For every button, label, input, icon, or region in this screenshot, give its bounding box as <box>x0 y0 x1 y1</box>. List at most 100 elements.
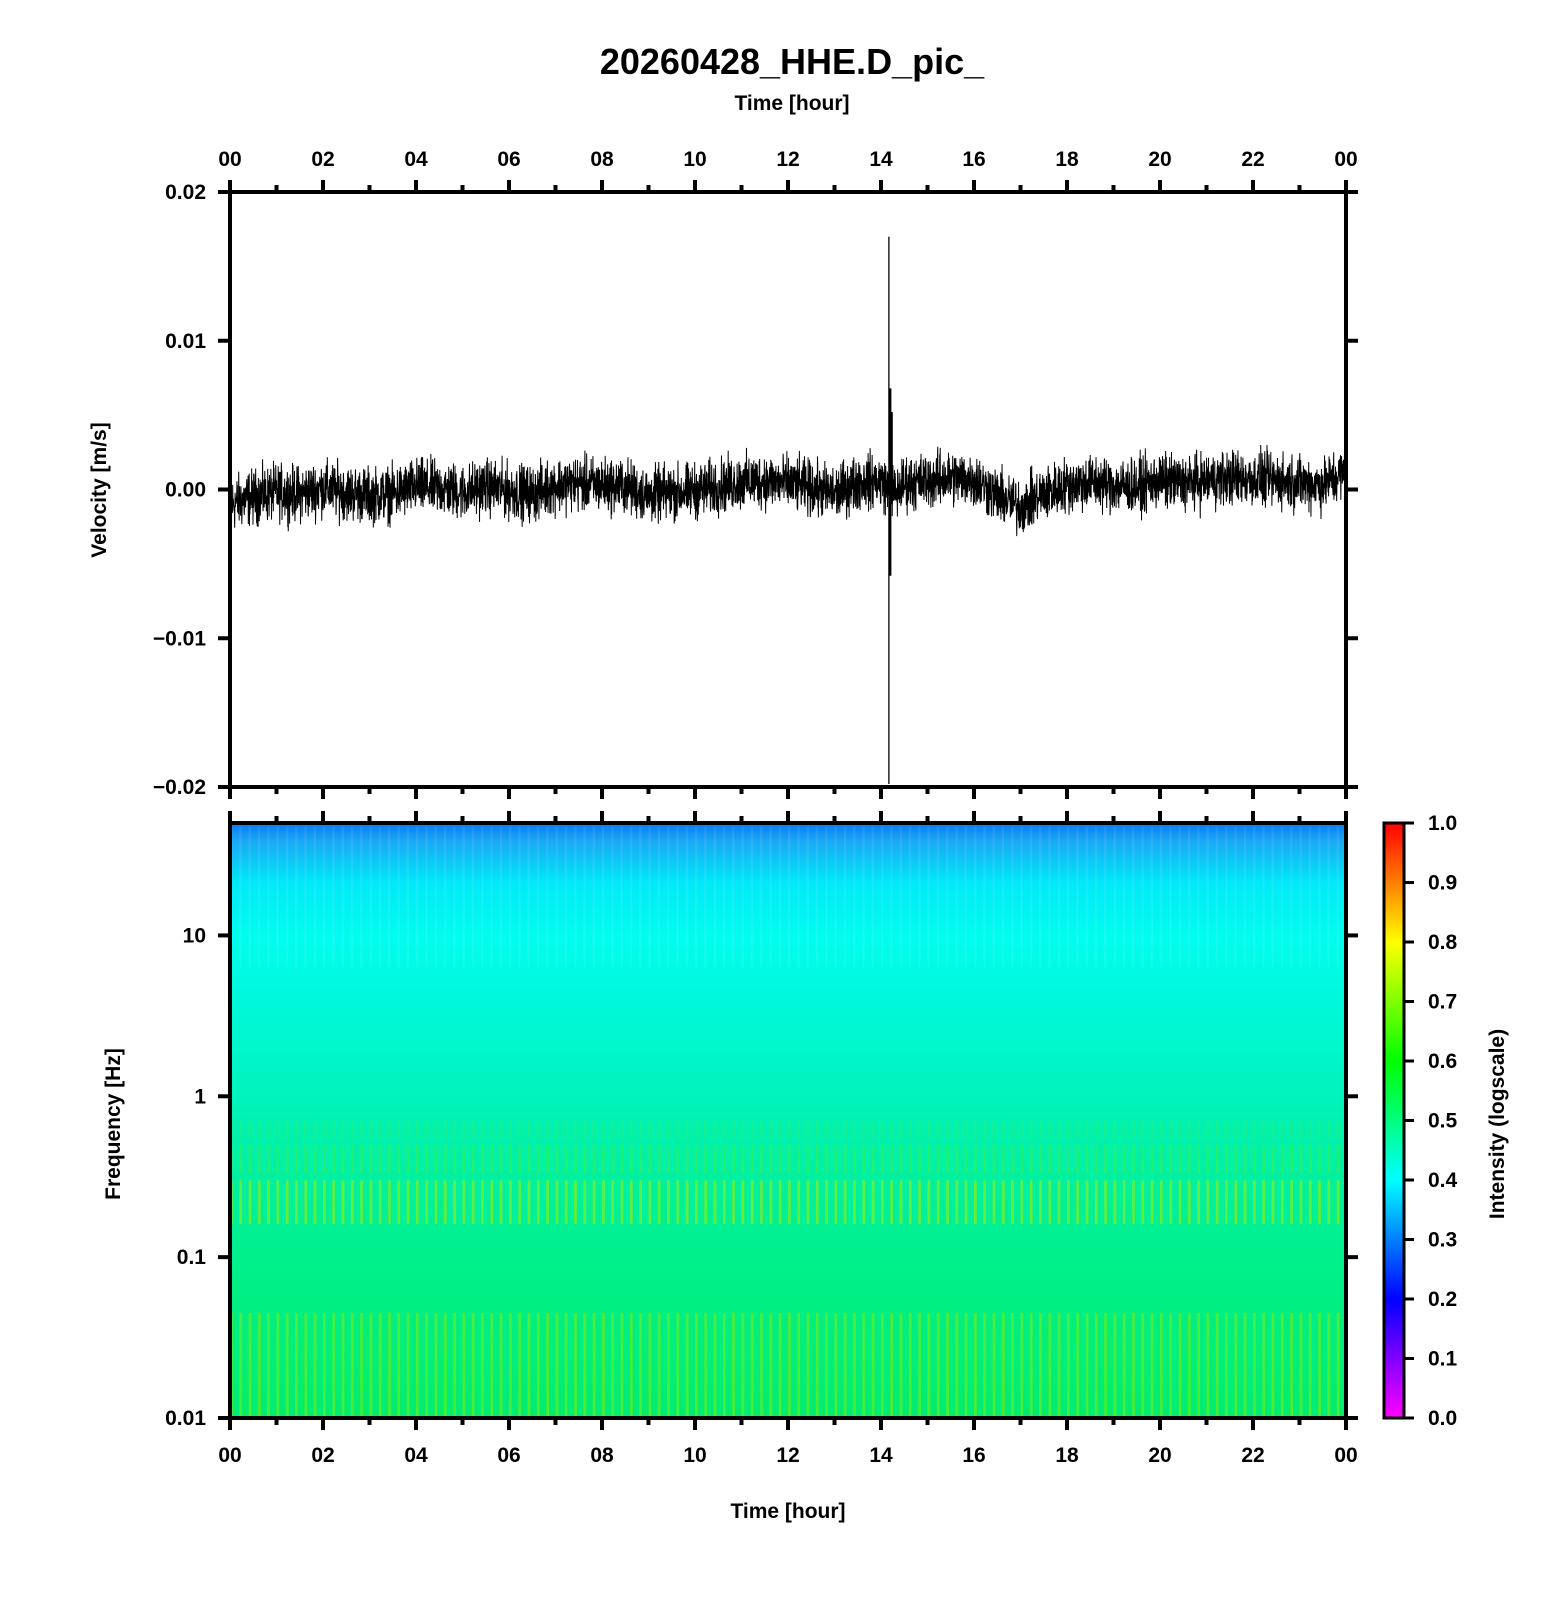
spectrogram-cell <box>257 1121 261 1139</box>
spectrogram-cell <box>518 1144 522 1174</box>
spectrogram-cell <box>397 1121 401 1139</box>
spectrogram-cell <box>1280 1180 1284 1225</box>
spectrogram-cell <box>1085 1312 1089 1418</box>
spectrogram-cell <box>313 1144 317 1174</box>
spectrogram-cell <box>741 1312 745 1418</box>
spectrogram-cell <box>713 1312 717 1418</box>
spectrogram-cell <box>695 1121 698 1139</box>
y-tick-label: −0.01 <box>153 627 206 650</box>
spectrogram-cell <box>620 1180 624 1225</box>
spectrogram-cell <box>862 1121 866 1139</box>
spectrogram-cell <box>1020 827 1023 967</box>
x-tick-label: 14 <box>869 148 893 171</box>
spectrogram-cell <box>564 1312 568 1418</box>
spectrogram-cell <box>1169 1144 1173 1174</box>
spectrogram-cell <box>481 1180 484 1225</box>
spectrogram-cell <box>341 1144 345 1174</box>
y-tick-label: −0.02 <box>153 776 206 799</box>
colorbar-tick-label: 0.9 <box>1428 872 1457 895</box>
spectrogram-cell <box>239 1121 243 1139</box>
spectrogram-cell <box>1169 1312 1173 1418</box>
spectrogram-cell <box>806 1121 810 1139</box>
spectrogram-cell <box>760 1144 763 1174</box>
spectrogram-cell <box>276 1312 280 1418</box>
spectrogram-cell <box>1253 1144 1256 1174</box>
colorbar-tick-label: 0.8 <box>1428 931 1458 954</box>
x-tick-label: 06 <box>497 1444 520 1467</box>
spectrogram-cell <box>462 827 465 967</box>
spectrogram-cell <box>1262 1312 1266 1418</box>
spectrogram-cell <box>927 827 930 967</box>
spectrogram-cell <box>416 1144 419 1174</box>
spectrogram-cell <box>1085 1121 1089 1139</box>
spectrogram-cell <box>1299 1121 1303 1139</box>
spectrogram-cell <box>611 1121 615 1139</box>
spectrogram-cell <box>1067 827 1070 967</box>
spectrogram-cell <box>388 827 391 967</box>
spectrogram-cell <box>332 1312 336 1418</box>
spectrogram-cell <box>257 827 261 967</box>
spectrogram-cell <box>825 827 828 967</box>
spectrogram-cell <box>1113 1121 1117 1139</box>
spectrogram-cell <box>453 1180 456 1225</box>
spectrogram-cell <box>304 827 307 967</box>
spectrogram-cell <box>406 1180 410 1225</box>
waveform-plot-area <box>229 236 1347 785</box>
spectrogram-cell <box>871 1121 875 1139</box>
spectrogram-cell <box>267 1312 270 1418</box>
spectrogram-cell <box>1067 1144 1070 1174</box>
spectrogram-cell <box>788 1312 791 1418</box>
spectrogram-cell <box>518 1312 522 1418</box>
spectrogram-cell <box>657 1180 661 1225</box>
spectrogram-cell <box>1187 827 1191 967</box>
x-tick-label: 18 <box>1055 148 1079 171</box>
spectrogram-cell <box>815 1312 819 1418</box>
spectrogram-cell <box>1011 1312 1014 1418</box>
spectrogram-cell <box>257 1144 261 1174</box>
spectrogram-cell <box>546 1121 549 1139</box>
spectrogram-cell <box>1160 1180 1163 1225</box>
x-tick-label: 00 <box>1334 148 1357 171</box>
spectrogram-cell <box>639 1144 642 1174</box>
spectrogram-cell <box>1011 1144 1014 1174</box>
colorbar-tick-label: 0.0 <box>1428 1407 1457 1430</box>
spectrogram-cell <box>1001 1312 1005 1418</box>
spectrogram-cell <box>629 827 633 967</box>
spectrogram-cell <box>434 1144 438 1174</box>
spectrogram-cell <box>1318 1180 1321 1225</box>
spectrogram-cell <box>267 1180 270 1225</box>
spectrogram-cell <box>388 1144 391 1174</box>
spectrogram-cell <box>1318 1312 1321 1418</box>
spectrogram-cell <box>1299 1180 1303 1225</box>
spectrogram-cell <box>815 1180 819 1225</box>
spectrogram-cell <box>862 827 865 967</box>
spectrogram-cell <box>992 1144 996 1174</box>
spectrogram-cell <box>1169 1180 1173 1225</box>
spectrogram-cell <box>1197 1180 1200 1225</box>
spectrogram-cell <box>834 1121 838 1139</box>
y-tick-label: 0.01 <box>165 330 206 353</box>
spectrogram-cell <box>1029 1144 1033 1174</box>
spectrogram-cell <box>1039 1312 1042 1418</box>
spectrogram-cell <box>1187 1180 1191 1225</box>
spectrogram-cell <box>881 1180 884 1225</box>
spectrogram-cell <box>657 827 661 967</box>
spectrogram-cell <box>825 1312 828 1418</box>
y-tick-label: 0.1 <box>177 1246 207 1269</box>
spectrogram-cell <box>425 1121 429 1139</box>
spectrogram-cell <box>453 1121 456 1139</box>
spectrogram-cell <box>769 827 772 967</box>
spectrogram-cell <box>964 827 968 967</box>
spectrogram-cell <box>629 1180 633 1225</box>
x-tick-label: 00 <box>218 1444 241 1467</box>
spectrogram-cell <box>248 1144 252 1174</box>
spectrogram-cell <box>388 1121 391 1139</box>
spectrogram-cell <box>936 1121 940 1139</box>
spectrogram-cell <box>1001 1144 1005 1174</box>
spectrogram-cell <box>1150 1180 1154 1225</box>
spectrogram-cell <box>1336 1121 1340 1139</box>
spectrogram-cell <box>853 1144 856 1174</box>
spectrogram-cell <box>1132 1180 1135 1225</box>
spectrogram-cell <box>908 1121 912 1139</box>
spectrogram-cell <box>574 1312 577 1418</box>
